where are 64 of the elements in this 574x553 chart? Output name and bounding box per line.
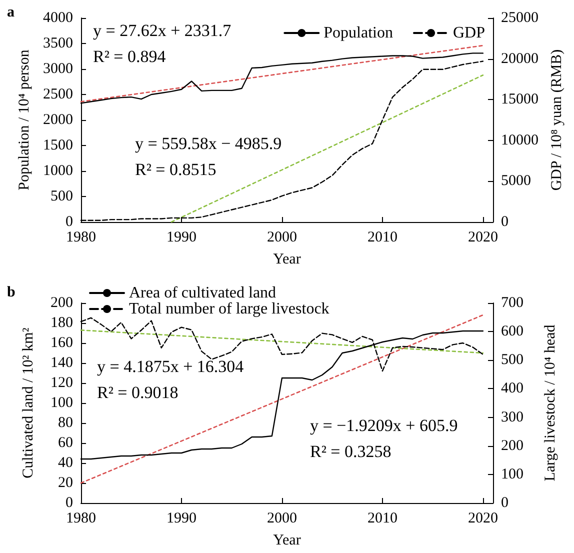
y-tick-label: 100 bbox=[50, 395, 73, 411]
x-tick-label: 1980 bbox=[66, 510, 96, 526]
y2-tick-label: 600 bbox=[501, 324, 524, 340]
y-tick-label: 2000 bbox=[43, 112, 73, 128]
y-tick-label: 180 bbox=[50, 315, 73, 331]
annotation: R² = 0.3258 bbox=[310, 442, 392, 461]
x-tick-label: 2010 bbox=[367, 230, 398, 246]
y-tick-label: 120 bbox=[50, 375, 73, 391]
y-tick-label: 1000 bbox=[43, 163, 73, 179]
y-tick-label: 3000 bbox=[43, 61, 73, 77]
x-tick-label: 2020 bbox=[468, 230, 498, 246]
y-tick-label: 40 bbox=[58, 455, 73, 471]
annotation: R² = 0.9018 bbox=[97, 383, 178, 402]
y-tick-label: 2500 bbox=[43, 86, 73, 102]
y-axis-title: Population / 10⁴ person bbox=[16, 49, 33, 190]
x-tick-label: 2010 bbox=[367, 510, 398, 526]
y2-tick-label: 15000 bbox=[501, 92, 538, 108]
chart-title: b bbox=[7, 284, 16, 300]
y-tick-label: 200 bbox=[50, 295, 73, 311]
y2-tick-label: 10000 bbox=[501, 132, 538, 148]
y2-tick-label: 5000 bbox=[501, 173, 531, 190]
x-tick-label: 2020 bbox=[468, 510, 498, 526]
y2-tick-label: 0 bbox=[501, 214, 508, 230]
x-axis-title: Year bbox=[273, 532, 301, 548]
y-tick-label: 0 bbox=[66, 214, 73, 230]
y2-tick-label: 500 bbox=[501, 352, 524, 368]
x-tick-label: 1980 bbox=[66, 230, 96, 246]
y2-tick-label: 200 bbox=[501, 438, 524, 454]
x-tick-label: 1990 bbox=[166, 510, 196, 526]
annotation: R² = 0.8515 bbox=[135, 160, 216, 179]
annotation: y = −1.9209x + 605.9 bbox=[310, 416, 458, 435]
y-tick-label: 500 bbox=[50, 188, 73, 204]
y-tick-label: 4000 bbox=[43, 10, 73, 26]
y2-tick-label: 0 bbox=[501, 495, 508, 511]
y2-tick-label: 300 bbox=[501, 409, 524, 426]
y-tick-label: 0 bbox=[66, 495, 73, 511]
x-tick-label: 1990 bbox=[166, 230, 196, 246]
annotation: y = 27.62x + 2331.7 bbox=[93, 21, 232, 40]
y2-tick-label: 100 bbox=[501, 466, 524, 482]
x-axis-title: Year bbox=[273, 252, 301, 268]
y-axis-title: Cultivated land / 10² km² bbox=[20, 327, 36, 478]
y2-tick-label: 25000 bbox=[501, 10, 538, 26]
legend-label: Population bbox=[324, 24, 393, 42]
y2-tick-label: 400 bbox=[501, 380, 524, 397]
annotation: y = 559.58x − 4985.9 bbox=[135, 134, 282, 153]
annotation: R² = 0.894 bbox=[93, 47, 166, 66]
y2-tick-label: 20000 bbox=[501, 50, 538, 67]
annotation: y = 4.1875x + 16.304 bbox=[97, 357, 244, 376]
y2-axis-title: GDP / 10⁸ yuan (RMB) bbox=[548, 49, 565, 191]
y-tick-label: 140 bbox=[50, 355, 73, 371]
y2-axis-title: Large livestock / 10⁴ head bbox=[542, 324, 558, 482]
chart-title: a bbox=[7, 4, 15, 20]
legend-label: Area of cultivated land bbox=[129, 284, 276, 302]
legend-label: GDP bbox=[452, 24, 486, 42]
y-tick-label: 160 bbox=[50, 335, 73, 351]
y-tick-label: 1500 bbox=[43, 138, 73, 154]
y-tick-label: 3500 bbox=[43, 36, 73, 52]
x-tick-label: 2000 bbox=[266, 230, 297, 246]
y2-tick-label: 700 bbox=[501, 295, 524, 311]
y-tick-label: 80 bbox=[58, 415, 73, 431]
x-tick-label: 2000 bbox=[266, 510, 297, 526]
y-tick-label: 20 bbox=[58, 475, 73, 491]
y-tick-label: 60 bbox=[58, 435, 73, 451]
legend-label: Total number of large livestock bbox=[129, 300, 330, 318]
